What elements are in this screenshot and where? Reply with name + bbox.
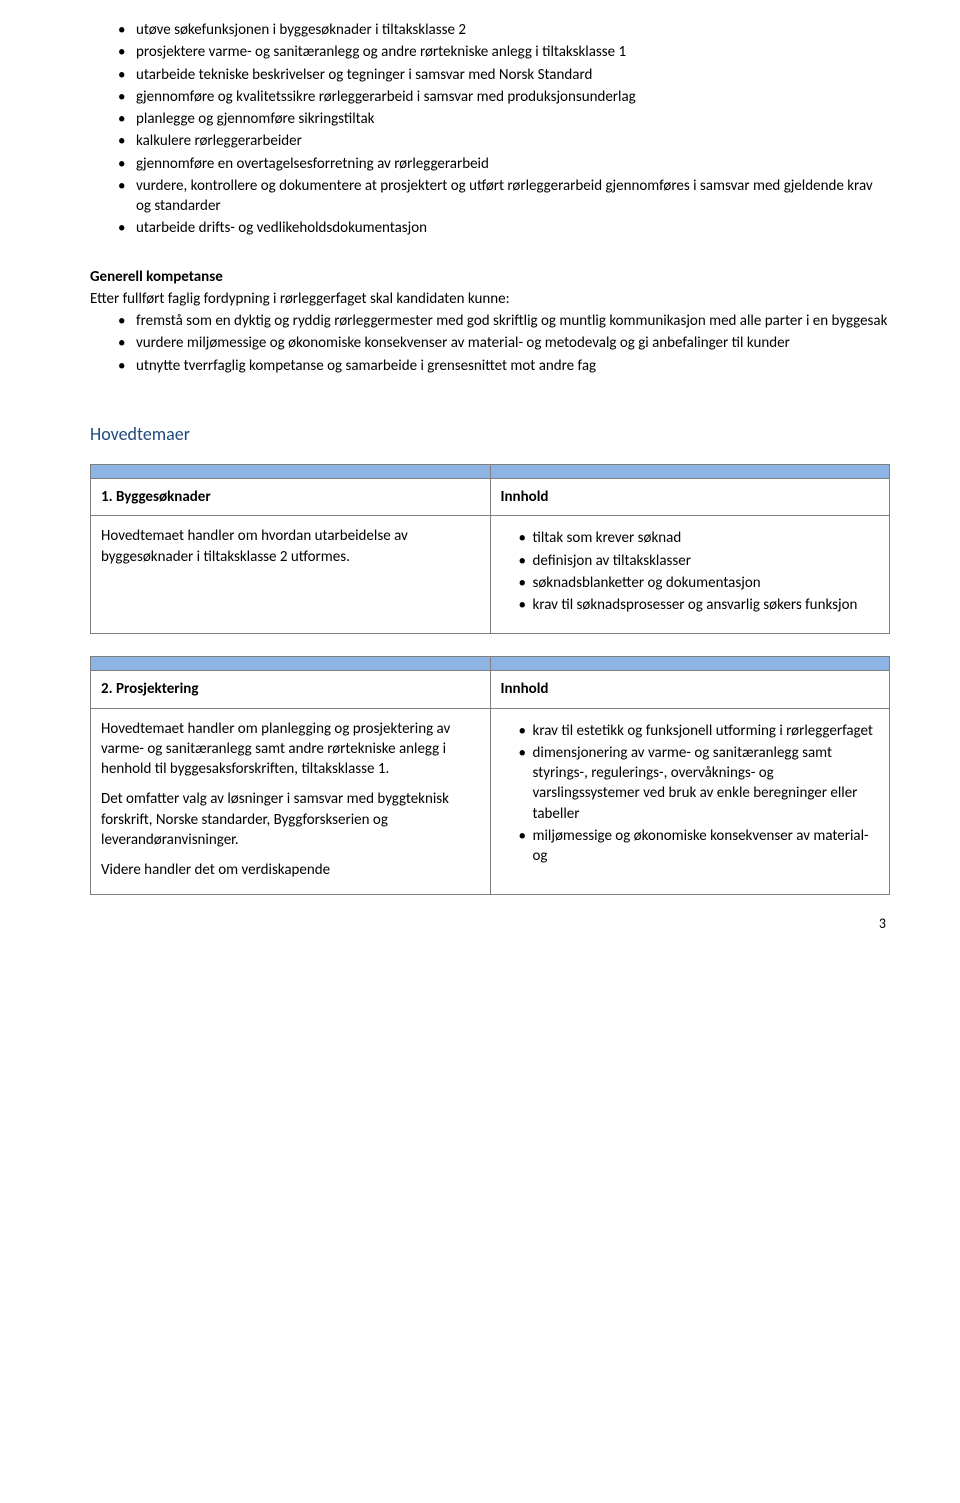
list-item: krav til estetikk og funksjonell utformi… <box>519 721 880 741</box>
topic1-blue-row <box>91 465 890 479</box>
list-item: søknadsblanketter og dokumentasjon <box>519 573 880 593</box>
list-item: vurdere, kontrollere og dokumentere at p… <box>118 176 890 217</box>
list-item: gjennomføre og kvalitetssikre rørleggera… <box>118 87 890 107</box>
page-number: 3 <box>90 915 890 934</box>
list-item: utarbeide tekniske beskrivelser og tegni… <box>118 65 890 85</box>
topic1-content-row: Hovedtemaet handler om hvordan utarbeide… <box>91 516 890 634</box>
topic2-left: Hovedtemaet handler om planlegging og pr… <box>91 708 491 895</box>
topic1-table: 1. Byggesøknader Innhold Hovedtemaet han… <box>90 464 890 634</box>
list-item: krav til søknadsprosesser og ansvarlig s… <box>519 595 880 615</box>
list-item: utarbeide drifts- og vedlikeholdsdokumen… <box>118 218 890 238</box>
topic1-left: Hovedtemaet handler om hvordan utarbeide… <box>91 516 491 634</box>
topic2-right-list: krav til estetikk og funksjonell utformi… <box>501 721 880 867</box>
topic2-innhold-label: Innhold <box>490 671 890 708</box>
topic1-right: tiltak som krever søknad definisjon av t… <box>490 516 890 634</box>
list-item: dimensjonering av varme- og sanitæranleg… <box>519 743 880 824</box>
topic2-blue-row <box>91 657 890 671</box>
list-item: miljømessige og økonomiske konsekvenser … <box>519 826 880 867</box>
topic2-table: 2. Prosjektering Innhold Hovedtemaet han… <box>90 656 890 895</box>
topic1-title-row: 1. Byggesøknader Innhold <box>91 479 890 516</box>
generell-bullet-list: fremstå som en dyktig og ryddig rørlegge… <box>90 311 890 376</box>
generell-heading: Generell kompetanse <box>90 267 890 287</box>
hovedtemaer-heading: Hovedtemaer <box>90 422 890 446</box>
generell-intro: Etter fullført faglig fordypning i rørle… <box>90 289 890 309</box>
topic2-left-p1: Hovedtemaet handler om planlegging og pr… <box>101 719 480 780</box>
list-item: utøve søkefunksjonen i byggesøknader i t… <box>118 20 890 40</box>
topic1-innhold-label: Innhold <box>490 479 890 516</box>
topic2-left-p3: Videre handler det om verdiskapende <box>101 860 480 880</box>
list-item: definisjon av tiltaksklasser <box>519 551 880 571</box>
list-item: gjennomføre en overtagelsesforretning av… <box>118 154 890 174</box>
list-item: tiltak som krever søknad <box>519 528 880 548</box>
topic2-title: 2. Prosjektering <box>91 671 491 708</box>
list-item: prosjektere varme- og sanitæranlegg og a… <box>118 42 890 62</box>
topic2-title-row: 2. Prosjektering Innhold <box>91 671 890 708</box>
topic1-left-text: Hovedtemaet handler om hvordan utarbeide… <box>101 526 480 567</box>
list-item: fremstå som en dyktig og ryddig rørlegge… <box>118 311 890 331</box>
topic1-right-list: tiltak som krever søknad definisjon av t… <box>501 528 880 615</box>
list-item: kalkulere rørleggerarbeider <box>118 131 890 151</box>
topic1-title: 1. Byggesøknader <box>91 479 491 516</box>
topic2-left-p2: Det omfatter valg av løsninger i samsvar… <box>101 789 480 850</box>
list-item: planlegge og gjennomføre sikringstiltak <box>118 109 890 129</box>
list-item: vurdere miljømessige og økonomiske konse… <box>118 333 890 353</box>
list-item: utnytte tverrfaglig kompetanse og samarb… <box>118 356 890 376</box>
topic2-right: krav til estetikk og funksjonell utformi… <box>490 708 890 895</box>
topic2-content-row: Hovedtemaet handler om planlegging og pr… <box>91 708 890 895</box>
top-bullet-list: utøve søkefunksjonen i byggesøknader i t… <box>90 20 890 239</box>
